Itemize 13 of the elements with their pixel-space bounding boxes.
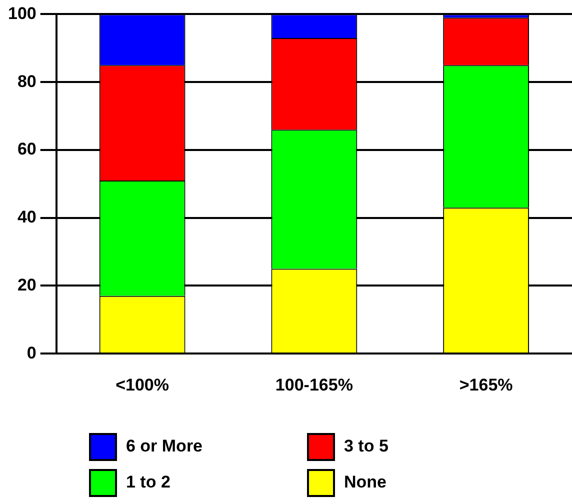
y-tick-label: 20 [17,275,36,294]
legend-label: None [344,472,386,492]
y-tick-label: 100 [8,4,36,23]
y-tick-label: 0 [26,343,36,362]
y-tick-label: 80 [17,72,36,91]
x-tick-label: <100% [116,375,170,394]
x-tick-label: >165% [459,375,513,394]
y-tick-label: 60 [17,140,36,159]
y-tick-label: 40 [17,208,36,227]
legend-label: 1 to 2 [126,472,170,492]
legend-label: 6 or More [126,436,203,456]
x-tick-label: 100-165% [275,375,353,394]
legend-label: 3 to 5 [344,436,388,456]
